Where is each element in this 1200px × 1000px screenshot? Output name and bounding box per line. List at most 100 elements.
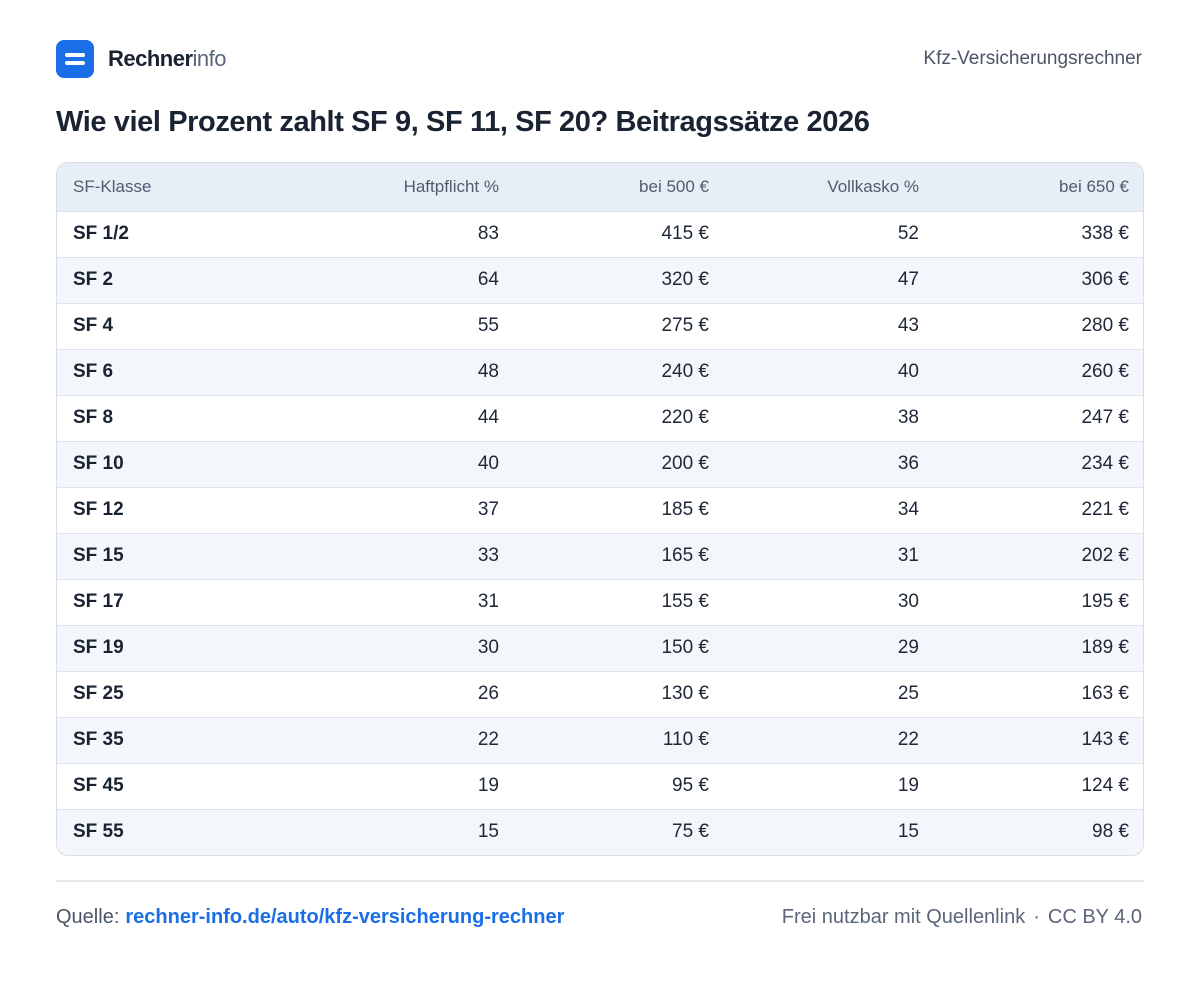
table-row: SF 10 40 200 € 36 234 € — [57, 441, 1143, 487]
vollkasko-cell: 25 — [897, 683, 919, 704]
vollkasko-cell: 40 — [897, 361, 919, 382]
table-row: SF 1/2 83 415 € 52 338 € — [57, 211, 1143, 257]
sf-klasse-cell: SF 12 — [73, 499, 124, 520]
table-body: SF 1/2 83 415 €52 338 € SF 2 64 320 €47 306 € SF… — [57, 211, 1143, 855]
bei-500-cell: 275 € — [661, 315, 709, 336]
bei-500-cell: 200 € — [661, 453, 709, 474]
table-header-row: SF-Klasse Haftpflicht % bei 500 € Vollka… — [57, 163, 1143, 211]
vollkasko-cell: 52 — [897, 223, 919, 244]
table-row: SF 12 37 185 € 34 221 € — [57, 487, 1143, 533]
brand-name: Rechnerinfo — [108, 46, 227, 72]
sf-klasse-cell: SF 10 — [73, 453, 124, 474]
vollkasko-cell: 29 — [897, 637, 919, 658]
bei-650-cell: 143 € — [1081, 729, 1129, 750]
vollkasko-cell: 30 — [897, 591, 919, 612]
brand-name-bold: Rechner — [108, 46, 193, 71]
sf-klasse-cell: SF 15 — [73, 545, 124, 566]
page-title: Wie viel Prozent zahlt SF 9, SF 11, SF 2… — [56, 106, 870, 138]
haftpflicht-cell: 26 — [477, 683, 499, 704]
bei-500-cell: 415 € — [661, 223, 709, 244]
vollkasko-cell: 19 — [897, 775, 919, 796]
haftpflicht-cell: 48 — [477, 361, 499, 382]
bei-500-cell: 75 € — [672, 821, 709, 843]
bei-500-cell: 155 € — [661, 591, 709, 612]
bei-500-cell: 95 € — [672, 775, 709, 796]
bei-650-cell: 124 € — [1081, 775, 1129, 796]
source-link[interactable]: rechner-info.de/auto/kfz-versicherung-re… — [125, 906, 565, 928]
bei-650-cell: 306 € — [1081, 269, 1129, 290]
sf-klasse-cell: SF 45 — [73, 775, 124, 796]
vollkasko-cell: 34 — [897, 499, 919, 520]
sf-klasse-cell: SF 19 — [73, 637, 124, 658]
bei-650-cell: 195 € — [1081, 591, 1129, 612]
footer-source: Quelle: rechner-info.de/auto/kfz-versiche… — [56, 906, 564, 929]
vollkasko-cell: 31 — [897, 545, 919, 566]
haftpflicht-cell: 33 — [477, 545, 499, 566]
haftpflicht-cell: 83 — [477, 223, 499, 244]
license-name: CC BY 4.0 — [1047, 906, 1142, 928]
sf-klasse-cell: SF 2 — [73, 269, 114, 290]
sf-klasse-cell: SF 6 — [73, 361, 114, 382]
table-row: SF 2 64 320 € 47 306 € — [57, 257, 1143, 303]
table-row: SF 35 22 110 € 22 143 € — [57, 717, 1143, 763]
sf-klasse-cell: SF 1/2 — [73, 223, 129, 244]
brand-name-light: info — [192, 46, 227, 71]
column-header-vollkasko: Vollkasko % — [827, 176, 919, 196]
column-header-bei-500: bei 500 € — [639, 176, 709, 196]
haftpflicht-cell: 15 — [477, 821, 499, 843]
vollkasko-cell: 47 — [897, 269, 919, 290]
haftpflicht-cell: 30 — [477, 637, 499, 658]
bei-650-cell: 247 € — [1081, 407, 1129, 428]
vollkasko-cell: 22 — [897, 729, 919, 750]
table-row: SF 6 48 240 € 40 260 € — [57, 349, 1143, 395]
bei-500-cell: 110 € — [662, 729, 709, 750]
bei-650-cell: 234 € — [1081, 453, 1129, 474]
header-category-label: Kfz-Versicherungsrechner — [923, 48, 1142, 69]
bei-500-cell: 220 € — [661, 407, 709, 428]
haftpflicht-cell: 40 — [477, 453, 499, 474]
vollkasko-cell: 36 — [897, 453, 919, 474]
sf-klasse-cell: SF 17 — [73, 591, 124, 612]
column-header-haftpflicht: Haftpflicht % — [403, 176, 499, 196]
sf-klasse-cell: SF 55 — [73, 821, 124, 843]
bei-500-cell: 240 € — [661, 361, 709, 382]
haftpflicht-cell: 22 — [477, 729, 499, 750]
bei-650-cell: 221 € — [1081, 499, 1129, 520]
sf-klasse-cell: SF 35 — [73, 729, 124, 750]
brand-logo[interactable]: Rechnerinfo — [56, 40, 227, 78]
haftpflicht-cell: 64 — [477, 269, 499, 290]
haftpflicht-cell: 55 — [477, 315, 499, 336]
bei-500-cell: 185 € — [661, 499, 709, 520]
column-header-bei-650: bei 650 € — [1059, 176, 1129, 196]
footer-separator: · — [1033, 906, 1040, 928]
sf-klasse-cell: SF 4 — [73, 315, 114, 336]
bei-650-cell: 163 € — [1081, 683, 1129, 704]
sf-rates-table-container: SF-Klasse Haftpflicht % bei 500 € Vollka… — [56, 162, 1144, 856]
table-row: SF 45 19 95 € 19 124 € — [57, 763, 1143, 809]
bei-650-cell: 260 € — [1081, 361, 1129, 382]
bei-650-cell: 338 € — [1081, 223, 1129, 244]
bei-650-cell: 280 € — [1081, 315, 1129, 336]
vollkasko-cell: 15 — [897, 821, 919, 843]
haftpflicht-cell: 19 — [477, 775, 499, 796]
table-row: SF 15 33 165 € 31 202 € — [57, 533, 1143, 579]
menu-lines-icon — [56, 40, 94, 78]
footer-license: Frei nutzbar mit Quellenlink · CC BY 4.0 — [782, 906, 1142, 929]
table-row: SF 17 31 155 € 30 195 € — [57, 579, 1143, 625]
source-label: Quelle: — [56, 906, 120, 928]
sf-klasse-cell: SF 25 — [73, 683, 124, 704]
sf-rates-table: SF-Klasse Haftpflicht % bei 500 € Vollka… — [57, 163, 1143, 855]
bei-650-cell: 98 € — [1092, 821, 1129, 843]
bei-500-cell: 150 € — [661, 637, 709, 658]
table-row: SF 25 26 130 € 25 163 € — [57, 671, 1143, 717]
bei-650-cell: 189 € — [1081, 637, 1129, 658]
sf-klasse-cell: SF 8 — [73, 407, 114, 428]
table-row: SF 4 55 275 € 43 280 € — [57, 303, 1143, 349]
bei-500-cell: 165 € — [661, 545, 709, 566]
table-row: SF 19 30 150 € 29 189 € — [57, 625, 1143, 671]
bei-650-cell: 202 € — [1081, 545, 1129, 566]
haftpflicht-cell: 37 — [477, 499, 499, 520]
haftpflicht-cell: 44 — [477, 407, 499, 428]
footer-divider — [56, 880, 1144, 882]
column-header-sf-klasse: SF-Klasse — [73, 176, 152, 196]
